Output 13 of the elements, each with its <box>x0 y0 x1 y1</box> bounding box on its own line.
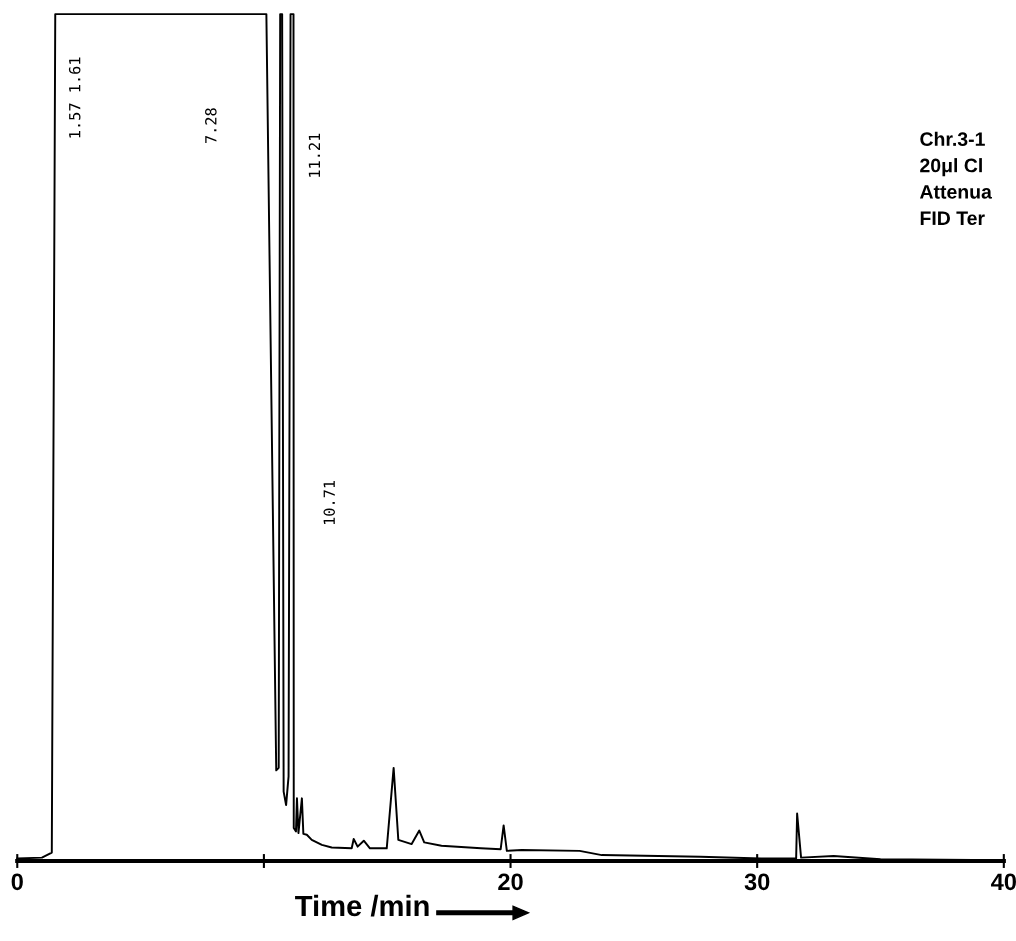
annotation: 11.21 <box>308 133 320 177</box>
annotation: 10.71 <box>323 480 336 525</box>
x-tick-label: 20 <box>498 873 523 891</box>
annotation: Attenua <box>919 185 992 199</box>
annotation: FID Ter <box>920 211 985 226</box>
x-axis-title: Time /min <box>295 894 429 917</box>
annotation: Chr.3-1 <box>920 131 985 147</box>
x-tick-label: 40 <box>991 873 1016 891</box>
x-tick-label: 30 <box>744 873 770 891</box>
annotation: 20μl Cl <box>920 158 982 177</box>
x-tick-label: 0 <box>11 873 23 891</box>
annotation: 7.28 <box>205 108 217 144</box>
annotation: 1.57 1.61 <box>68 57 81 138</box>
